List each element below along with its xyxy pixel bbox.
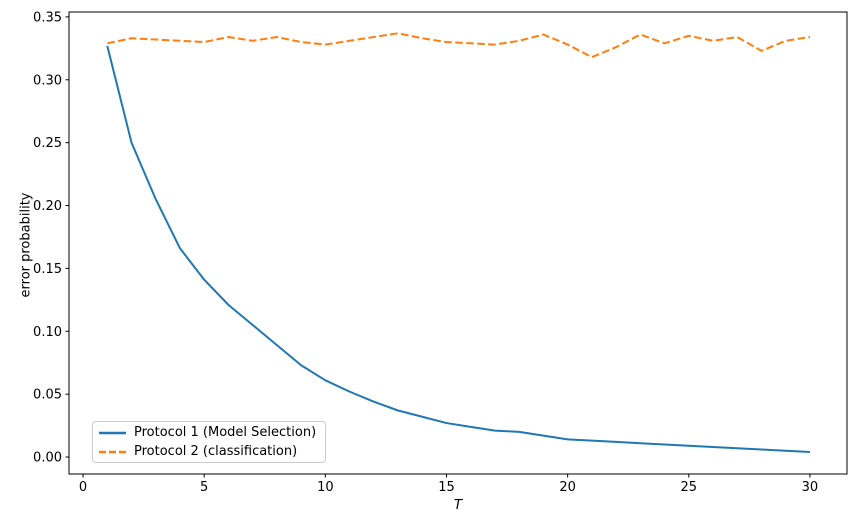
y-tick-label: 0.15 — [33, 262, 62, 277]
plot-area-border — [68, 11, 848, 475]
x-tick-label: 5 — [200, 480, 208, 495]
legend-item-1: Protocol 1 (Model Selection) — [99, 424, 317, 440]
y-axis-label: error probability — [18, 192, 34, 298]
x-axis-label: T — [453, 497, 463, 513]
series-line-2 — [107, 32, 811, 59]
legend-line-sample-2 — [99, 450, 126, 453]
series-line-1 — [106, 45, 810, 453]
x-tick-label: 30 — [802, 480, 819, 495]
legend: Protocol 1 (Model Selection) Protocol 2 (… — [92, 421, 327, 463]
y-tick-label: 0.10 — [33, 325, 62, 340]
x-tick-label: 10 — [317, 480, 334, 495]
y-tick-label: 0.30 — [33, 73, 62, 88]
x-tick-label: 20 — [559, 480, 576, 495]
y-tick-label: 0.05 — [33, 388, 62, 403]
y-tick-label: 0.20 — [33, 199, 62, 214]
y-tick-label: 0.35 — [33, 10, 62, 25]
legend-label-1: Protocol 1 (Model Selection) — [134, 424, 317, 440]
x-tick-label: 15 — [438, 480, 455, 495]
x-tick-label: 0 — [79, 480, 87, 495]
legend-label-2: Protocol 2 (classification) — [134, 443, 298, 459]
y-tick-label: 0.25 — [33, 136, 62, 151]
y-tick-label: 0.00 — [33, 451, 62, 466]
legend-item-2: Protocol 2 (classification) — [99, 443, 316, 459]
legend-line-sample-1 — [99, 431, 126, 434]
x-tick-label: 25 — [681, 480, 698, 495]
